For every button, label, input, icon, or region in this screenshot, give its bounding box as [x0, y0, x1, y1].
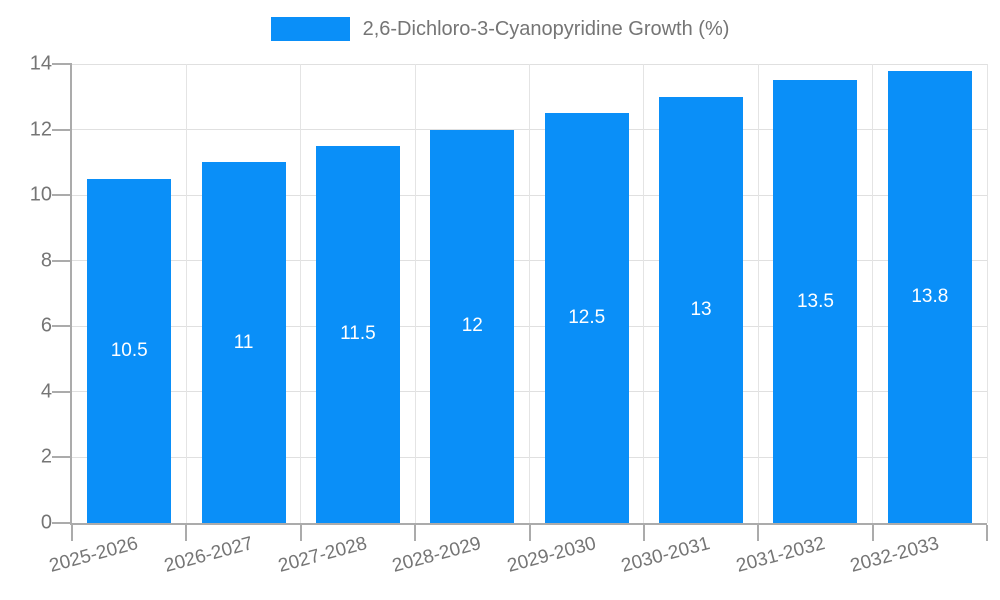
x-gridline — [986, 64, 988, 523]
x-axis-label: 2031-2032 — [733, 533, 827, 577]
bar-2029-2030[interactable]: 12.5 — [544, 113, 629, 523]
y-axis-label: 12 — [29, 118, 52, 141]
y-axis-tick — [52, 325, 72, 328]
x-axis-label: 2029-2030 — [504, 533, 599, 577]
x-gridline — [529, 64, 530, 523]
x-axis-tick — [642, 525, 645, 541]
x-axis-tick — [757, 525, 760, 541]
x-gridline — [300, 64, 302, 523]
legend: 2,6-Dichloro-3-Cyanopyridine Growth (%) — [0, 17, 1000, 41]
bar-value-label: 11 — [233, 331, 254, 353]
x-gridline — [872, 64, 874, 523]
y-axis-label: 14 — [29, 52, 52, 75]
x-gridline — [757, 64, 759, 523]
y-axis-label: 8 — [40, 249, 52, 272]
y-axis-tick — [52, 194, 72, 197]
y-axis-tick — [52, 259, 72, 262]
bar-2026-2027[interactable]: 11 — [201, 162, 286, 523]
x-axis-tick — [871, 525, 874, 541]
y-axis-tick — [52, 128, 72, 131]
y-axis-tick — [52, 456, 72, 459]
x-axis-tick — [986, 525, 988, 541]
y-axis-label: 2 — [40, 445, 52, 468]
legend-swatch — [270, 17, 350, 41]
x-axis-tick — [414, 525, 417, 541]
x-gridline — [414, 64, 416, 523]
bar-2030-2031[interactable]: 13 — [659, 96, 744, 523]
x-axis-tick — [71, 525, 73, 541]
x-axis-tick — [185, 525, 188, 541]
x-gridline — [185, 64, 187, 523]
x-axis-label: 2027-2028 — [276, 533, 370, 577]
bar-value-label: 12 — [461, 315, 483, 337]
x-axis-tick — [299, 525, 302, 541]
bar-value-label: 13.8 — [911, 285, 949, 307]
bar-2032-2033[interactable]: 13.8 — [887, 70, 972, 523]
legend-label: 2,6-Dichloro-3-Cyanopyridine Growth (%) — [362, 17, 730, 40]
x-axis-label: 2025-2026 — [47, 533, 141, 577]
y-axis-tick — [52, 522, 72, 524]
bar-2027-2028[interactable]: 11.5 — [315, 145, 400, 523]
bar-value-label: 13 — [690, 298, 712, 320]
bar-value-label: 10.5 — [110, 339, 148, 361]
bar-2031-2032[interactable]: 13.5 — [773, 80, 858, 523]
y-axis-tick — [52, 390, 72, 393]
x-axis-label: 2032-2033 — [848, 533, 942, 577]
y-axis-label: 10 — [29, 183, 52, 206]
bar-value-label: 12.5 — [568, 307, 606, 329]
x-axis-label: 2030-2031 — [619, 533, 713, 577]
y-axis-label: 6 — [40, 314, 52, 337]
y-axis-tick — [52, 63, 72, 65]
x-axis-tick — [528, 525, 531, 541]
x-axis-label: 2026-2027 — [161, 533, 255, 577]
y-axis-label: 4 — [40, 380, 52, 403]
x-axis-label: 2028-2029 — [390, 533, 484, 577]
y-axis-label: 0 — [40, 511, 52, 534]
bar-2025-2026[interactable]: 10.5 — [87, 178, 172, 523]
x-gridline — [643, 64, 645, 523]
bar-2028-2029[interactable]: 12 — [430, 129, 515, 523]
plot-area: 0 2 4 6 8 10 12 14 10.5 2025-2026 11 2026-2027 11.5 2… — [30, 53, 988, 577]
bar-value-label: 13.5 — [796, 290, 834, 312]
bar-value-label: 11.5 — [340, 323, 376, 345]
